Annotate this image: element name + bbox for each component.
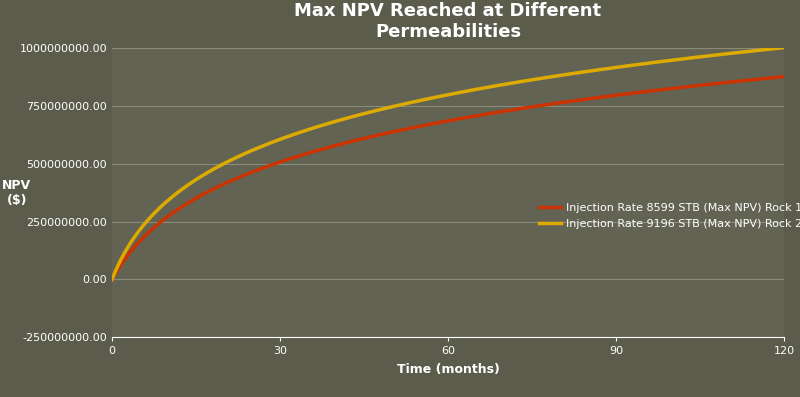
Injection Rate 9196 STB (Max NPV) Rock 2 — [507, 81, 517, 85]
Injection Rate 9196 STB (Max NPV) Rock 2 — [426, 96, 436, 100]
X-axis label: Time (months): Time (months) — [397, 363, 499, 376]
Legend: Injection Rate 8599 STB (Max NPV) Rock 1, Injection Rate 9196 STB (Max NPV) Rock: Injection Rate 8599 STB (Max NPV) Rock 1… — [534, 198, 800, 233]
Injection Rate 8599 STB (Max NPV) Rock 1 — [471, 114, 481, 118]
Injection Rate 8599 STB (Max NPV) Rock 1 — [763, 76, 773, 81]
Title: Max NPV Reached at Different
Permeabilities: Max NPV Reached at Different Permeabilit… — [294, 2, 602, 40]
Injection Rate 8599 STB (Max NPV) Rock 1 — [426, 121, 436, 126]
Injection Rate 8599 STB (Max NPV) Rock 1 — [658, 87, 667, 92]
Injection Rate 9196 STB (Max NPV) Rock 2 — [107, 277, 117, 282]
Y-axis label: NPV
($): NPV ($) — [2, 179, 31, 206]
Line: Injection Rate 8599 STB (Max NPV) Rock 1: Injection Rate 8599 STB (Max NPV) Rock 1 — [112, 77, 784, 279]
Injection Rate 8599 STB (Max NPV) Rock 1 — [430, 121, 440, 125]
Injection Rate 9196 STB (Max NPV) Rock 2 — [763, 47, 773, 52]
Injection Rate 9196 STB (Max NPV) Rock 2 — [779, 45, 789, 50]
Injection Rate 9196 STB (Max NPV) Rock 2 — [658, 59, 667, 64]
Injection Rate 8599 STB (Max NPV) Rock 1 — [779, 74, 789, 79]
Injection Rate 9196 STB (Max NPV) Rock 2 — [430, 95, 440, 100]
Line: Injection Rate 9196 STB (Max NPV) Rock 2: Injection Rate 9196 STB (Max NPV) Rock 2 — [112, 48, 784, 279]
Injection Rate 9196 STB (Max NPV) Rock 2 — [471, 87, 481, 92]
Injection Rate 8599 STB (Max NPV) Rock 1 — [507, 108, 517, 112]
Injection Rate 8599 STB (Max NPV) Rock 1 — [107, 277, 117, 282]
